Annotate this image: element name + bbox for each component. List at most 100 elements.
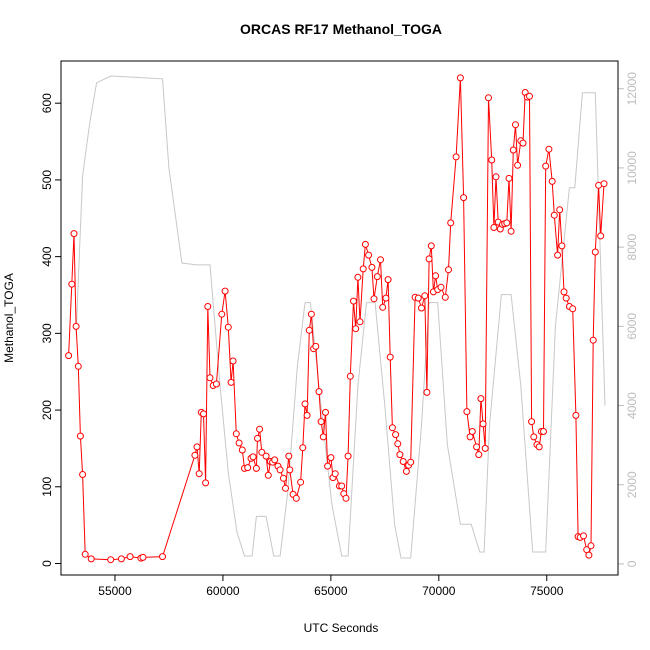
data-point	[65, 352, 73, 360]
data-point	[569, 305, 577, 313]
data-point	[238, 446, 246, 454]
data-point	[224, 323, 232, 331]
data-point	[456, 74, 464, 82]
data-point	[558, 242, 566, 250]
data-point	[74, 362, 82, 370]
data-point	[542, 162, 550, 170]
data-point	[350, 297, 357, 305]
data-point	[388, 424, 396, 432]
data-point	[191, 451, 199, 459]
data-point	[344, 452, 352, 460]
data-point	[206, 374, 214, 382]
data-point	[399, 458, 407, 465]
data-point	[460, 194, 468, 202]
y-tick-label: 200	[40, 400, 54, 420]
data-point	[560, 288, 568, 296]
data-point	[425, 255, 433, 263]
data-point	[477, 395, 485, 403]
data-point	[468, 428, 476, 435]
data-point	[402, 467, 410, 475]
data-point	[107, 556, 115, 564]
data-point	[212, 380, 220, 388]
data-point	[519, 139, 527, 147]
data-point	[338, 482, 346, 490]
data-point	[254, 434, 261, 442]
data-point	[492, 173, 500, 181]
data-point	[271, 456, 279, 464]
x-tick-label: 75000	[530, 584, 564, 598]
data-point	[505, 174, 513, 182]
data-point	[587, 542, 595, 550]
data-point	[382, 294, 390, 302]
data-point	[368, 263, 376, 271]
data-point	[441, 293, 449, 301]
data-point	[159, 553, 166, 561]
data-point	[526, 92, 533, 100]
data-point	[139, 553, 147, 561]
data-point	[301, 400, 309, 408]
data-point	[481, 444, 489, 452]
data-point	[427, 242, 435, 250]
data-point	[572, 411, 580, 419]
x-tick-label: 55000	[98, 584, 132, 598]
data-point	[232, 430, 240, 438]
data-point	[322, 408, 329, 416]
data-point	[221, 287, 229, 295]
data-point	[365, 251, 373, 259]
data-point	[195, 470, 203, 478]
data-point	[87, 555, 95, 563]
data-point	[503, 219, 511, 227]
data-point	[303, 411, 311, 419]
data-point	[359, 265, 367, 273]
series-layer	[65, 74, 608, 564]
data-point	[244, 464, 252, 472]
data-point	[252, 464, 260, 472]
data-point	[299, 444, 307, 452]
data-point	[550, 211, 558, 219]
y-axis-label: Methanol_TOGA	[2, 273, 16, 363]
data-point	[437, 283, 445, 291]
data-point	[597, 232, 605, 240]
data-point	[418, 304, 425, 312]
data-point	[279, 474, 287, 482]
data-point	[282, 484, 289, 492]
data-point	[249, 453, 257, 461]
y2-tick-label: 10000	[625, 151, 639, 185]
data-point	[540, 428, 547, 435]
data-point	[512, 121, 519, 129]
data-point	[377, 256, 384, 264]
data-point	[507, 227, 515, 235]
data-point	[514, 161, 522, 169]
data-point	[490, 224, 498, 231]
data-point	[204, 303, 212, 310]
data-point	[535, 443, 543, 451]
data-point	[473, 443, 481, 451]
data-point	[276, 466, 284, 474]
data-point	[342, 494, 350, 502]
data-point	[227, 378, 235, 386]
data-point	[432, 272, 440, 280]
data-point	[315, 388, 323, 396]
x-tick-label: 65000	[314, 584, 348, 598]
data-point	[545, 145, 553, 153]
data-point	[554, 251, 562, 259]
data-point	[475, 451, 483, 459]
data-point	[324, 462, 332, 470]
data-point	[202, 479, 210, 487]
data-point	[394, 440, 402, 448]
data-point	[346, 372, 354, 380]
data-point	[68, 280, 76, 288]
data-point	[331, 470, 339, 478]
y2-tick-label: 12000	[625, 72, 639, 106]
data-point	[485, 94, 492, 102]
data-point	[297, 478, 305, 486]
data-point	[445, 266, 452, 274]
data-point	[354, 273, 362, 281]
data-point	[126, 553, 134, 561]
data-point	[414, 294, 422, 302]
data-point	[72, 322, 80, 330]
data-point	[307, 310, 315, 318]
y2-tick-label: 0	[625, 560, 639, 567]
data-point	[312, 342, 320, 350]
